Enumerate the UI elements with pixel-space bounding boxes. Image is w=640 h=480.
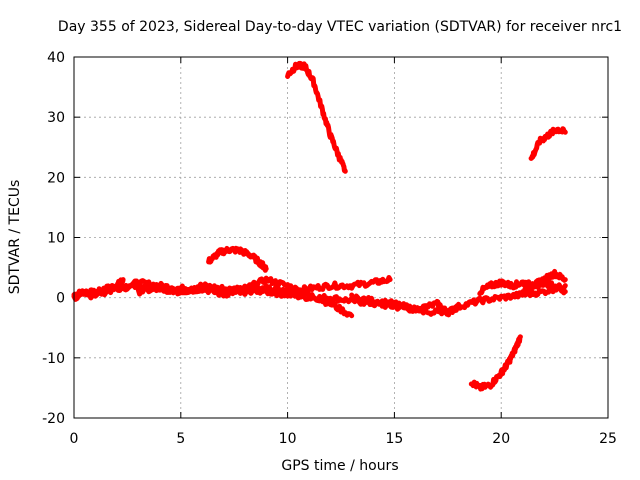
series-line-arc-5 <box>206 245 269 273</box>
series-line-arc-11 <box>528 126 568 161</box>
y-tick-label: 40 <box>47 50 65 66</box>
series-line-arc-4 <box>135 275 355 319</box>
y-tick-label: 10 <box>47 231 65 247</box>
y-tick-label: 20 <box>47 170 65 186</box>
series-line-arc-6 <box>285 60 348 174</box>
y-tick-label: 30 <box>47 110 65 126</box>
x-tick-label: 20 <box>492 431 510 447</box>
y-axis-label: SDTVAR / TECUs <box>7 180 23 295</box>
series-layer <box>71 60 568 392</box>
plot-frame <box>73 56 609 419</box>
x-axis-label: GPS time / hours <box>281 458 398 474</box>
x-tick-label: 25 <box>599 431 617 447</box>
y-tick-label: -20 <box>42 411 65 427</box>
chart-title: Day 355 of 2023, Sidereal Day-to-day VTE… <box>58 19 622 35</box>
x-tick-label: 5 <box>176 431 185 447</box>
x-tick-label: 15 <box>385 431 403 447</box>
y-tick-label: 0 <box>56 291 65 307</box>
y-tick-label: -10 <box>42 351 65 367</box>
series-line-arc-10 <box>520 277 568 296</box>
series-line-arc-8 <box>468 334 523 392</box>
axis-ticks: 0 5 10 15 20 25 -20 -10 0 10 20 30 40 <box>42 50 617 447</box>
x-tick-label: 0 <box>70 431 79 447</box>
x-tick-label: 10 <box>279 431 297 447</box>
series-line-arc-9 <box>477 268 568 297</box>
